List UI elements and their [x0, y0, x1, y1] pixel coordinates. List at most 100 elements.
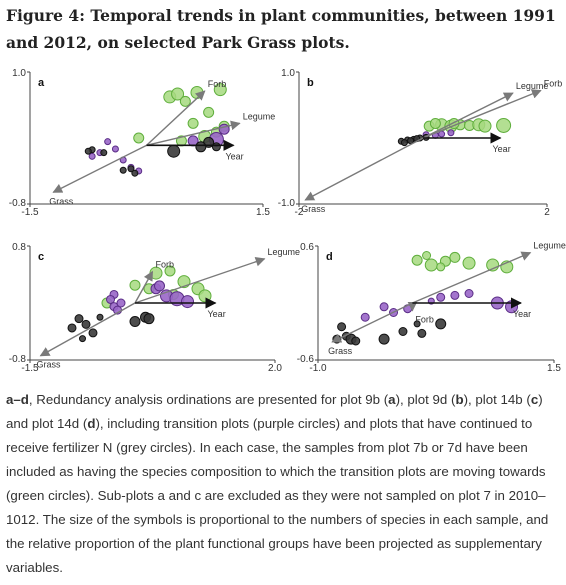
vector-label-legume: Legume: [268, 247, 301, 257]
vector-label-forb: Forb: [208, 79, 227, 89]
vector-legume: [412, 251, 532, 304]
point-grey: [398, 327, 408, 336]
vector-label-forb: Forb: [156, 260, 175, 270]
point-grey: [127, 165, 135, 173]
point-green: [449, 251, 461, 263]
point-grey: [378, 333, 390, 345]
point-green: [496, 117, 512, 133]
point-purple: [106, 294, 115, 304]
point-green: [129, 279, 141, 291]
vector-legume: [146, 120, 241, 147]
point-grey: [400, 139, 408, 147]
vector-label-legume: Legume: [516, 81, 549, 91]
vector-grass: [304, 137, 424, 201]
point-purple: [447, 129, 455, 137]
point-purple: [111, 145, 119, 153]
point-grey: [74, 314, 84, 324]
point-grey: [96, 313, 104, 321]
panel-letter: d: [326, 251, 333, 263]
vector-label-legume: Legume: [243, 111, 276, 121]
point-purple: [116, 298, 126, 308]
point-grey: [119, 166, 127, 174]
point-green: [424, 258, 438, 272]
point-purple: [379, 302, 389, 312]
vector-grass: [52, 144, 147, 193]
chart-c: 0.8 -0.8-1.5 2.0 c Forb Legume Grass Year: [9, 242, 300, 374]
point-green: [462, 256, 476, 270]
y-tick-label: -0.6: [297, 354, 315, 365]
panel-letter: b: [307, 77, 314, 89]
chart-d: 0.6 -0.6-1.0 1.5 d Legume Forb Grass Year: [297, 241, 566, 374]
x-tick-label: -1.5: [21, 207, 39, 218]
point-green: [422, 251, 432, 260]
point-purple: [450, 290, 460, 300]
panel-a: 1.0 -0.8 -1.5 1.5 a Forb Legume Grass Year: [8, 66, 278, 221]
caption-ref-a: a: [388, 392, 396, 407]
point-grey: [79, 335, 86, 343]
point-grey: [413, 320, 421, 328]
vector-label-year: Year: [225, 151, 243, 161]
point-purple: [154, 280, 165, 292]
figure-caption: a–d, Redundancy analysis ordinations are…: [6, 388, 558, 580]
vector-legume: [422, 92, 514, 139]
vector-label-legume: Legume: [533, 241, 566, 251]
vector-forb: [422, 89, 542, 139]
vector-label-forb: Forb: [415, 315, 434, 325]
point-purple: [464, 289, 474, 298]
vector-grass: [39, 302, 136, 357]
point-purple: [88, 152, 96, 160]
point-grey: [143, 313, 155, 325]
x-tick-label: -1.0: [309, 363, 327, 374]
chart-a: 1.0 -0.8-1.5 1.5 a Forb Legume Grass Year: [9, 68, 276, 218]
point-purple: [360, 312, 370, 322]
vector-label-grass: Grass: [301, 204, 326, 214]
panel-letter: a: [38, 77, 45, 89]
y-tick-label: -0.8: [9, 198, 27, 209]
vector-label-forb: Forb: [544, 78, 563, 88]
point-green: [179, 95, 191, 107]
point-grey: [211, 142, 221, 152]
panel-b: 1.0 -1.0 -2 2 b Legume Forb Grass Year: [278, 66, 563, 221]
point-purple: [181, 295, 194, 309]
vector-legume: [134, 257, 266, 304]
point-grey: [407, 137, 415, 145]
caption-panel-range: a–d: [6, 392, 29, 407]
point-grey: [167, 144, 181, 158]
point-green: [133, 132, 145, 144]
x-tick-label: 1.5: [547, 363, 561, 374]
point-grey: [435, 318, 447, 330]
point-grey: [81, 319, 91, 329]
point-purple: [436, 292, 446, 302]
point-purple: [104, 138, 112, 146]
point-grey: [129, 316, 141, 328]
x-tick-label: -1.5: [21, 363, 39, 374]
vector-label-grass: Grass: [36, 360, 61, 370]
caption-text-4: ) and plot 14d (: [6, 392, 543, 431]
caption-ref-c: c: [530, 392, 539, 407]
point-grey: [195, 141, 207, 153]
point-green: [164, 265, 176, 277]
vector-grass: [331, 302, 413, 343]
y-tick-label: 1.0: [281, 68, 295, 79]
vector-forb: [134, 270, 154, 304]
x-tick-label: 2.0: [268, 363, 282, 374]
y-tick-label: -0.8: [9, 354, 27, 365]
caption-ref-b: b: [455, 392, 464, 407]
point-grey: [131, 169, 139, 177]
point-grey: [100, 149, 108, 157]
point-green: [411, 254, 423, 266]
point-grey: [417, 328, 427, 338]
point-green: [171, 87, 185, 101]
caption-text-3: ), plot 14b (: [463, 392, 531, 407]
vector-label-grass: Grass: [49, 196, 74, 206]
y-tick-label: 1.0: [12, 68, 26, 79]
point-grey: [88, 328, 98, 338]
panel-letter: c: [38, 251, 44, 263]
vector-label-year: Year: [513, 309, 531, 319]
point-green: [478, 119, 492, 133]
point-grey: [84, 147, 92, 155]
y-tick-label: 0.8: [12, 242, 26, 253]
point-grey: [337, 322, 347, 332]
point-green: [198, 289, 212, 303]
